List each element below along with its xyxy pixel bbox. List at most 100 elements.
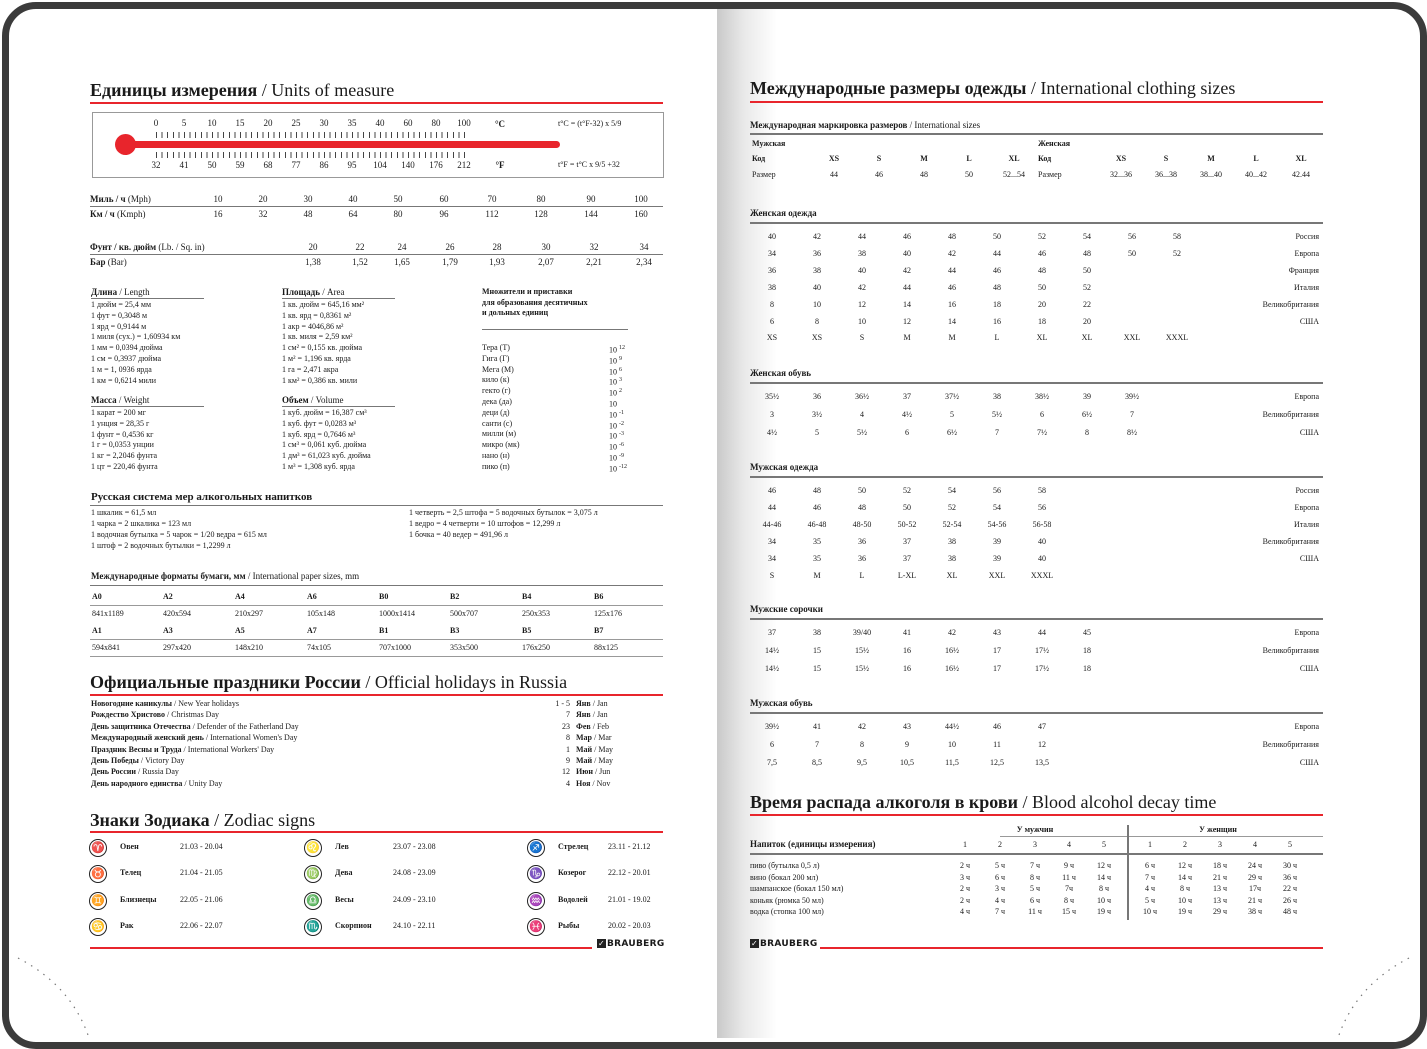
size-value: 39½ (765, 722, 779, 731)
holiday-month-ru: Ноя (576, 778, 591, 788)
size-value: 7,5 (767, 757, 777, 767)
length-item: 1 см = 0,3937 дюйма (91, 354, 162, 363)
men-code: S (876, 154, 882, 163)
size-table-heading: Женская одежда (750, 208, 817, 218)
women-decay-time: 19 ч (1177, 907, 1193, 916)
holiday-month-ru: Мар (576, 733, 592, 743)
holiday-day: 1 (566, 744, 570, 754)
size-value: 50 (1038, 282, 1046, 292)
paper-format-size: 1000x1414 (379, 609, 415, 618)
holiday-day: 4 (566, 778, 570, 788)
celsius-tick-label: 0 (153, 118, 159, 128)
fahrenheit-tick-label: 41 (179, 160, 189, 170)
psi-label: Фунт / кв. дюйм (Lb. / Sq. in) (90, 242, 205, 253)
prefix-factor: 10 -6 (609, 440, 624, 453)
women-size-label: Размер (1038, 170, 1062, 179)
size-value: 10,5 (900, 757, 914, 767)
size-value: 5½ (992, 409, 1002, 419)
mph-value: 60 (439, 194, 449, 204)
length-item: 1 км = 0,6214 мили (91, 375, 157, 385)
holiday-day: 9 (566, 756, 570, 765)
size-value: 50 (1128, 248, 1136, 258)
size-value: 54 (1083, 232, 1091, 241)
size-value: L-XL (897, 570, 917, 580)
size-value: 6½ (1082, 409, 1092, 419)
cancer-icon: ♋ (89, 917, 107, 936)
size-value: 17½ (1035, 645, 1049, 655)
women-decay-time: 24 ч (1247, 861, 1263, 870)
paper-format-name: B4 (522, 592, 532, 601)
men-code: XS (828, 154, 840, 163)
celsius-tick-label: 60 (403, 118, 413, 128)
size-country: Европа (1294, 628, 1320, 637)
size-value: 44 (993, 248, 1001, 258)
paper-format-size: 250x353 (522, 609, 550, 618)
prefix-name: пико (п) (482, 461, 510, 471)
size-value: 46 (903, 232, 911, 241)
holiday-item-en: / Victory Day (140, 756, 185, 765)
prefix-name: микро (мк) (482, 440, 520, 450)
holiday-item: Новогодние каникулы / New Year holidays (91, 699, 239, 709)
size-value: 7 (995, 427, 999, 437)
holiday-month-ru: Фев (576, 721, 591, 731)
taurus-icon: ♉ (89, 865, 107, 884)
holiday-month: Янв / Jan (576, 710, 608, 720)
size-value: 9 (905, 739, 909, 749)
mph-label-en: (Mph) (127, 194, 151, 204)
size-value: 36 (768, 265, 776, 275)
men-decay-time: 6 ч (1029, 895, 1041, 905)
length-heading: Длина / Length (91, 287, 150, 298)
men-decay-time: 4 ч (959, 907, 971, 916)
size-value: 44 (768, 502, 776, 512)
prefix-name: Гига (Г) (482, 353, 510, 363)
size-value: 39 (1083, 392, 1091, 401)
size-value: 52 (903, 486, 911, 495)
kmh-value: 96 (439, 209, 449, 219)
holiday-day: 7 (566, 710, 570, 720)
brauberg-logo: ✓ BRAUBERG (750, 939, 818, 949)
pisces-icon: ♓ (527, 917, 545, 936)
women-decay-time: 29 ч (1247, 872, 1263, 882)
size-value: 48 (1083, 248, 1091, 258)
size-value: 46-48 (807, 519, 827, 529)
kmh-value: 112 (485, 209, 499, 219)
zodiac-sign-name: Овен (120, 842, 139, 851)
size-value: 37 (903, 536, 911, 546)
celsius-unit: °C (494, 119, 506, 129)
fahrenheit-tick-label: 212 (457, 160, 471, 170)
weight-item: 1 карат = 200 мг (91, 408, 147, 417)
size-value: 39/40 (852, 628, 872, 637)
portion-number: 4 (1253, 840, 1257, 849)
alcohol-measure-item: 1 чарка = 2 шкалика = 123 мл (91, 519, 192, 528)
holiday-month: Фев / Feb (576, 722, 609, 732)
prefixes-heading: и дольных единиц (482, 308, 549, 317)
paper-format-size: 841x1189 (92, 609, 124, 618)
holidays-title-en: / Official holidays in Russia (365, 672, 568, 692)
size-value: L (859, 570, 865, 580)
holiday-item-ru: Рождество Христово (91, 710, 166, 720)
weight-item: 1 г = 0,0353 унции (91, 440, 154, 450)
volume-item: 1 м³ = 1,308 куб. ярда (282, 462, 355, 471)
psi-value: 26 (445, 242, 455, 252)
holiday-day: 8 (566, 733, 570, 743)
prefix-base: 10 (609, 399, 617, 409)
prefix-factor: 10 -9 (609, 451, 624, 464)
prefix-name: кило (к) (482, 375, 510, 385)
size-value: 43 (903, 722, 911, 731)
paper-row-rule (90, 605, 663, 606)
size-value: 36 (858, 536, 866, 546)
prefix-base: 10 (609, 367, 617, 377)
length-item: 1 ярд = 0,9144 м (91, 321, 147, 331)
paper-format-name: A5 (235, 626, 245, 635)
women-decay-time: 4 ч (1144, 884, 1156, 893)
size-value: 46 (993, 722, 1001, 731)
size-value: 44 (858, 232, 866, 241)
length-rule (91, 298, 204, 300)
fahrenheit-tick-label: 86 (319, 160, 329, 170)
size-value: 20 (1083, 316, 1091, 326)
size-value: 3 (770, 409, 774, 419)
size-value: 44 (903, 282, 911, 292)
size-value: 17½ (1035, 663, 1049, 673)
size-value: M (813, 570, 821, 580)
